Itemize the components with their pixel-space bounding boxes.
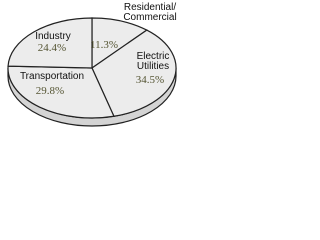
pie-slice (91, 29, 177, 117)
pie-canvas (7, 17, 177, 127)
slice-label: Residential/ Commercial (123, 2, 177, 23)
pie-slice (7, 17, 93, 69)
slice-label: Electric Utilities (136, 51, 170, 72)
slice-value-label: 24.4% (37, 42, 67, 54)
slice-value-label: 11.3% (89, 39, 119, 51)
slice-value-label: 34.5% (135, 74, 165, 86)
slice-label: Industry (35, 31, 71, 42)
pie-slice (7, 65, 115, 119)
slice-value-label: 29.8% (35, 85, 65, 97)
slice-label: Transportation (19, 71, 85, 82)
chart: Residential/ Commercial 11.3% Electric Uti… (0, 0, 188, 137)
